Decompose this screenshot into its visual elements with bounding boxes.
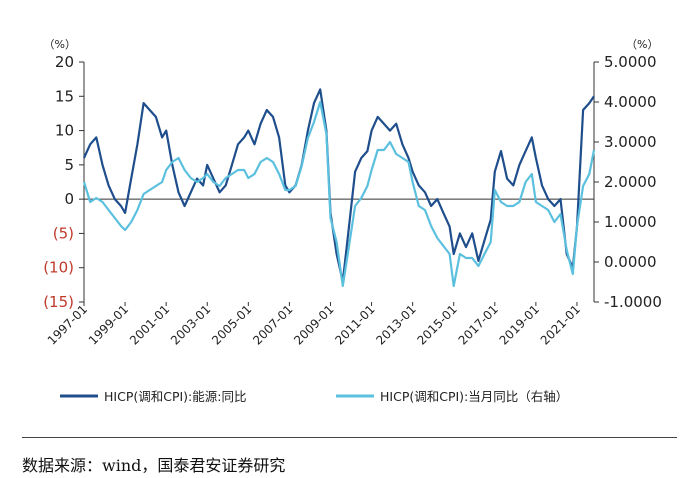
right-tick-label: -1.0000 xyxy=(604,293,662,311)
x-tick-label: 2017-01 xyxy=(456,302,501,347)
series-lines xyxy=(82,88,596,288)
x-tick-label: 2019-01 xyxy=(497,302,542,347)
left-tick-label: (15) xyxy=(43,293,74,311)
x-tick-label: 1999-01 xyxy=(86,302,131,347)
right-tick-label: 3.0000 xyxy=(604,133,657,151)
x-tick-label: 2011-01 xyxy=(332,302,377,347)
x-tick-label: 2005-01 xyxy=(209,302,254,347)
legend-label: HICP(调和CPI):当月同比（右轴） xyxy=(380,389,568,404)
x-tick-label: 2015-01 xyxy=(414,302,459,347)
left-tick-label: (10) xyxy=(43,259,74,277)
right-axis-unit: （%） xyxy=(626,38,658,51)
source-note: 数据来源：wind，国泰君安证券研究 xyxy=(22,456,286,475)
right-tick-label: 1.0000 xyxy=(604,213,657,231)
x-tick-label: 2013-01 xyxy=(373,302,418,347)
x-tick-label: 2001-01 xyxy=(127,302,172,347)
right-tick-label: 0.0000 xyxy=(604,253,657,271)
left-tick-label: (5) xyxy=(53,224,74,242)
left-tick-label: 20 xyxy=(55,53,74,71)
series-line-hicp xyxy=(82,100,596,288)
right-tick-label: 4.0000 xyxy=(604,93,657,111)
right-tick-label: 5.0000 xyxy=(604,53,657,71)
left-tick-label: 5 xyxy=(64,156,74,174)
right-tick-label: 2.0000 xyxy=(604,173,657,191)
x-tick-label: 2021-01 xyxy=(538,302,583,347)
x-tick-label: 2003-01 xyxy=(168,302,213,347)
left-tick-label: 15 xyxy=(55,87,74,105)
left-tick-label: 10 xyxy=(55,122,74,140)
x-tick-label: 2009-01 xyxy=(291,302,336,347)
divider xyxy=(22,437,677,438)
legend: HICP(调和CPI):能源:同比 HICP(调和CPI):当月同比（右轴） xyxy=(60,389,568,404)
left-axis-unit: （%） xyxy=(44,38,76,51)
x-tick-label: 2007-01 xyxy=(250,302,295,347)
left-tick-label: 0 xyxy=(64,190,74,208)
legend-label: HICP(调和CPI):能源:同比 xyxy=(104,389,246,404)
